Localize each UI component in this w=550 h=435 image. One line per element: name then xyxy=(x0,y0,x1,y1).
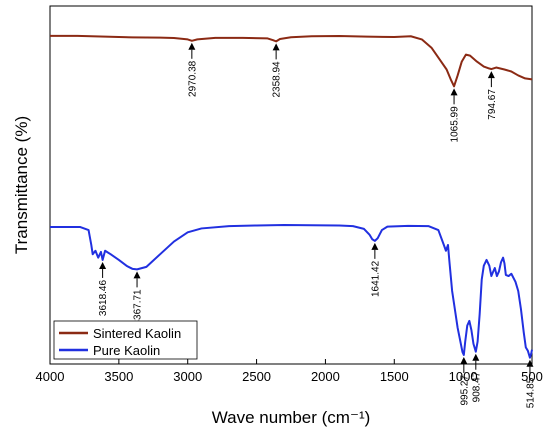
peak-arrowhead xyxy=(133,271,141,279)
peak-label: 514.85 xyxy=(525,377,536,408)
peak-arrowhead xyxy=(99,261,107,269)
peak-annotation: 995.27 xyxy=(459,356,470,406)
annotation-layer: 2970.38 2358.94 1065.99 794.67 3618.46 3367.7… xyxy=(98,42,536,408)
peak-annotation: 3367.71 xyxy=(133,271,144,326)
peak-label: 3367.71 xyxy=(133,289,144,326)
peak-arrowhead xyxy=(371,242,379,250)
peak-annotation: 908.47 xyxy=(471,353,482,402)
peak-label: 3618.46 xyxy=(98,280,109,317)
peak-annotation: 2358.94 xyxy=(272,43,283,98)
peak-annotation: 3618.46 xyxy=(98,261,109,317)
x-axis-title: Wave number (cm⁻¹) xyxy=(212,408,371,427)
peak-annotation: 1641.42 xyxy=(370,242,381,297)
x-tick-label: 2500 xyxy=(242,369,271,384)
plot-frame xyxy=(49,5,533,365)
peak-annotation: 1065.99 xyxy=(450,88,461,142)
peak-arrowhead xyxy=(460,356,468,364)
peak-label: 1641.42 xyxy=(370,260,381,297)
y-axis-title: Transmittance (%) xyxy=(12,116,31,254)
legend-label-sintered: Sintered Kaolin xyxy=(93,326,181,341)
peak-arrowhead xyxy=(472,353,480,361)
peak-label: 995.27 xyxy=(459,375,470,406)
peak-arrowhead xyxy=(188,42,196,50)
peak-label: 2358.94 xyxy=(272,61,283,98)
x-tick-label: 1000 xyxy=(449,369,478,384)
x-tick-label: 500 xyxy=(521,369,543,384)
peak-label: 908.47 xyxy=(471,371,482,402)
series-line-0 xyxy=(50,34,533,88)
peak-annotation: 514.85 xyxy=(525,359,536,408)
legend-box xyxy=(53,320,198,360)
peak-annotation: 794.67 xyxy=(487,71,498,120)
peak-arrowhead xyxy=(526,359,534,367)
peak-arrowhead xyxy=(450,88,458,96)
x-tick-label: 2000 xyxy=(311,369,340,384)
x-axis-ticks: 4000 3500 3000 2500 2000 1500 1000 500 xyxy=(36,359,543,384)
x-tick-label: 3000 xyxy=(173,369,202,384)
series-layer xyxy=(50,34,533,359)
x-tick-label: 1500 xyxy=(380,369,409,384)
peak-label: 1065.99 xyxy=(450,106,461,143)
x-tick-label: 4000 xyxy=(36,369,65,384)
peak-arrowhead xyxy=(272,43,280,51)
legend-label-pure: Pure Kaolin xyxy=(93,343,160,358)
peak-annotation: 2970.38 xyxy=(187,42,198,97)
peak-label: 2970.38 xyxy=(187,60,198,97)
peak-arrowhead xyxy=(487,71,495,79)
peak-label: 794.67 xyxy=(487,89,498,120)
x-tick-label: 3500 xyxy=(104,369,133,384)
legend: Sintered Kaolin Pure Kaolin xyxy=(53,320,198,360)
series-line-1 xyxy=(50,223,533,359)
